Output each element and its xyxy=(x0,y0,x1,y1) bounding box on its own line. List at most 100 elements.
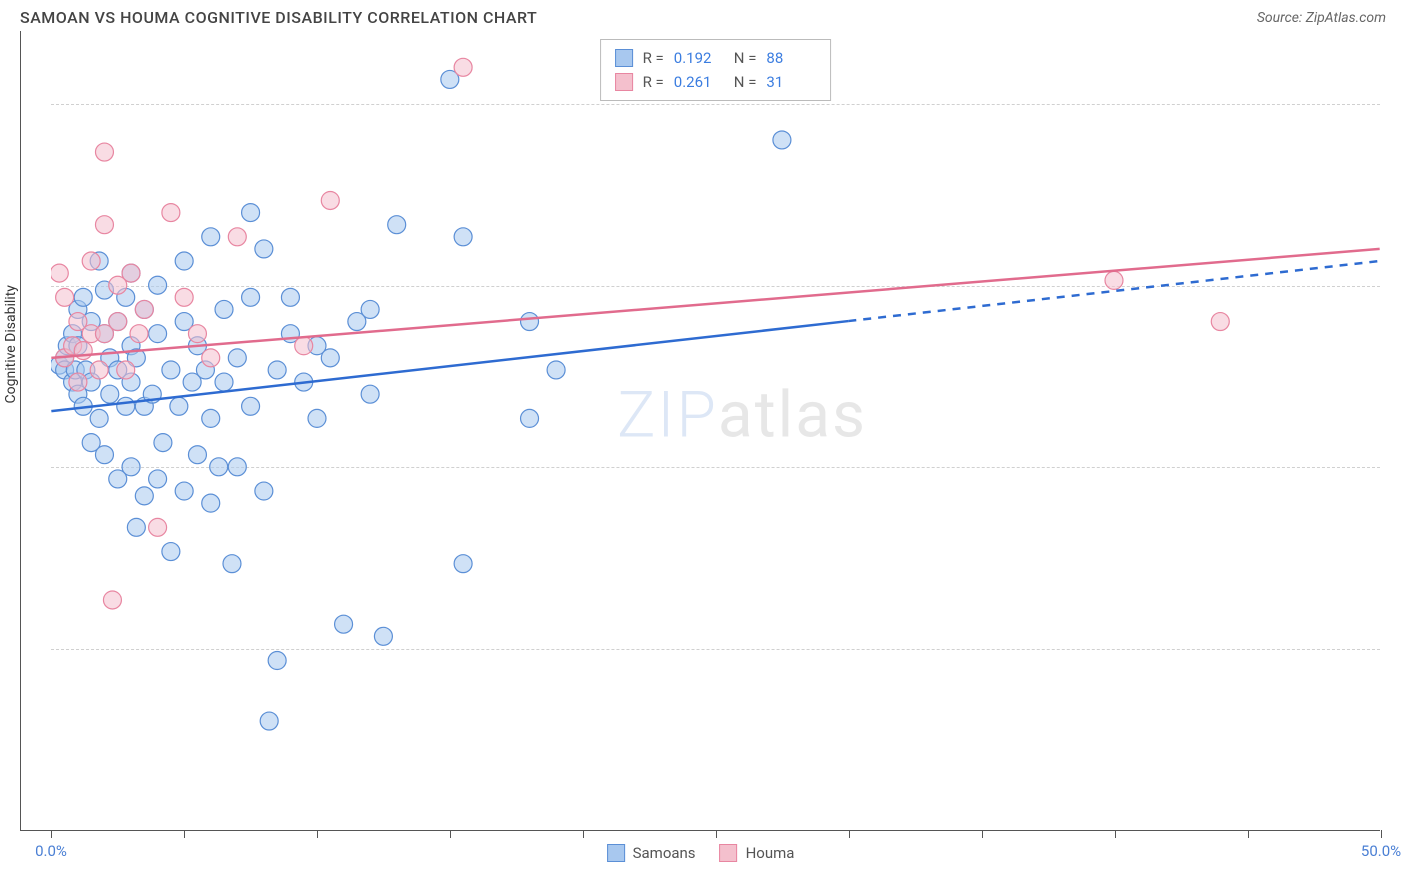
x-tick xyxy=(1115,830,1116,838)
data-point xyxy=(162,543,180,561)
legend-row: R = 0.261 N = 31 xyxy=(615,70,817,94)
chart-title: SAMOAN VS HOUMA COGNITIVE DISABILITY COR… xyxy=(20,8,537,27)
data-point xyxy=(374,627,392,645)
plot-area: ZIPatlas R = 0.192 N = 88 R = 0.261 N = … xyxy=(51,31,1380,830)
data-point xyxy=(547,361,565,379)
data-point xyxy=(215,373,233,391)
data-point xyxy=(154,434,172,452)
legend-label: Samoans xyxy=(633,844,696,862)
data-point xyxy=(95,216,113,234)
y-tick-label: 7.5% xyxy=(1390,640,1406,658)
data-point xyxy=(202,494,220,512)
data-point xyxy=(1105,271,1123,289)
data-point xyxy=(321,191,339,209)
x-tick xyxy=(1381,830,1382,838)
x-tick xyxy=(450,830,451,838)
data-point xyxy=(130,325,148,343)
legend-swatch xyxy=(615,49,633,67)
data-point xyxy=(95,446,113,464)
x-tick xyxy=(982,830,983,838)
x-tick xyxy=(1248,830,1249,838)
n-label: N = xyxy=(734,70,757,94)
data-point xyxy=(361,385,379,403)
data-point xyxy=(188,446,206,464)
data-point xyxy=(242,204,260,222)
plot-container: Cognitive Disability ZIPatlas R = 0.192 … xyxy=(20,31,1380,831)
data-point xyxy=(268,361,286,379)
data-point xyxy=(228,349,246,367)
data-point xyxy=(454,555,472,573)
data-point xyxy=(188,325,206,343)
data-point xyxy=(521,409,539,427)
r-label: R = xyxy=(643,70,664,94)
r-label: R = xyxy=(643,46,664,70)
legend-row: R = 0.192 N = 88 xyxy=(615,46,817,70)
n-value: 31 xyxy=(766,70,816,94)
data-point xyxy=(162,204,180,222)
data-point xyxy=(454,58,472,76)
data-point xyxy=(74,288,92,306)
x-tick xyxy=(716,830,717,838)
data-point xyxy=(388,216,406,234)
data-point xyxy=(335,615,353,633)
data-point xyxy=(149,470,167,488)
data-point xyxy=(135,300,153,318)
data-point xyxy=(170,397,188,415)
data-point xyxy=(127,518,145,536)
data-point xyxy=(122,264,140,282)
data-point xyxy=(1211,313,1229,331)
data-point xyxy=(242,288,260,306)
data-point xyxy=(308,409,326,427)
x-tick-label: 50.0% xyxy=(1361,842,1401,860)
data-point xyxy=(135,487,153,505)
x-tick xyxy=(317,830,318,838)
data-point xyxy=(321,349,339,367)
y-tick-label: 30.0% xyxy=(1390,95,1406,113)
data-point xyxy=(175,482,193,500)
r-value: 0.261 xyxy=(674,70,724,94)
data-point xyxy=(82,252,100,270)
legend-item: Samoans xyxy=(607,844,696,862)
data-point xyxy=(228,458,246,476)
scatter-svg xyxy=(51,31,1380,830)
y-tick-label: 22.5% xyxy=(1390,277,1406,295)
data-point xyxy=(255,482,273,500)
data-point xyxy=(202,228,220,246)
data-point xyxy=(454,228,472,246)
data-point xyxy=(117,361,135,379)
r-value: 0.192 xyxy=(674,46,724,70)
series-legend: Samoans Houma xyxy=(607,844,795,862)
data-point xyxy=(281,288,299,306)
data-point xyxy=(215,300,233,318)
data-point xyxy=(210,458,228,476)
data-point xyxy=(69,373,87,391)
x-tick-label: 0.0% xyxy=(35,842,67,860)
data-point xyxy=(149,276,167,294)
x-tick xyxy=(849,830,850,838)
data-point xyxy=(268,652,286,670)
data-point xyxy=(223,555,241,573)
data-point xyxy=(202,409,220,427)
data-point xyxy=(51,264,68,282)
data-point xyxy=(149,325,167,343)
x-tick xyxy=(583,830,584,838)
data-point xyxy=(521,313,539,331)
chart-header: SAMOAN VS HOUMA COGNITIVE DISABILITY COR… xyxy=(0,0,1406,31)
y-tick-label: 15.0% xyxy=(1390,458,1406,476)
source-label: Source: ZipAtlas.com xyxy=(1257,10,1386,26)
data-point xyxy=(117,397,135,415)
n-value: 88 xyxy=(766,46,816,70)
data-point xyxy=(175,252,193,270)
data-point xyxy=(56,288,74,306)
legend-label: Houma xyxy=(746,844,795,862)
data-point xyxy=(149,518,167,536)
legend-item: Houma xyxy=(720,844,795,862)
data-point xyxy=(175,288,193,306)
data-point xyxy=(101,385,119,403)
legend-swatch xyxy=(607,844,625,862)
data-point xyxy=(103,591,121,609)
data-point xyxy=(109,313,127,331)
data-point xyxy=(242,397,260,415)
x-tick xyxy=(184,830,185,838)
data-point xyxy=(295,337,313,355)
